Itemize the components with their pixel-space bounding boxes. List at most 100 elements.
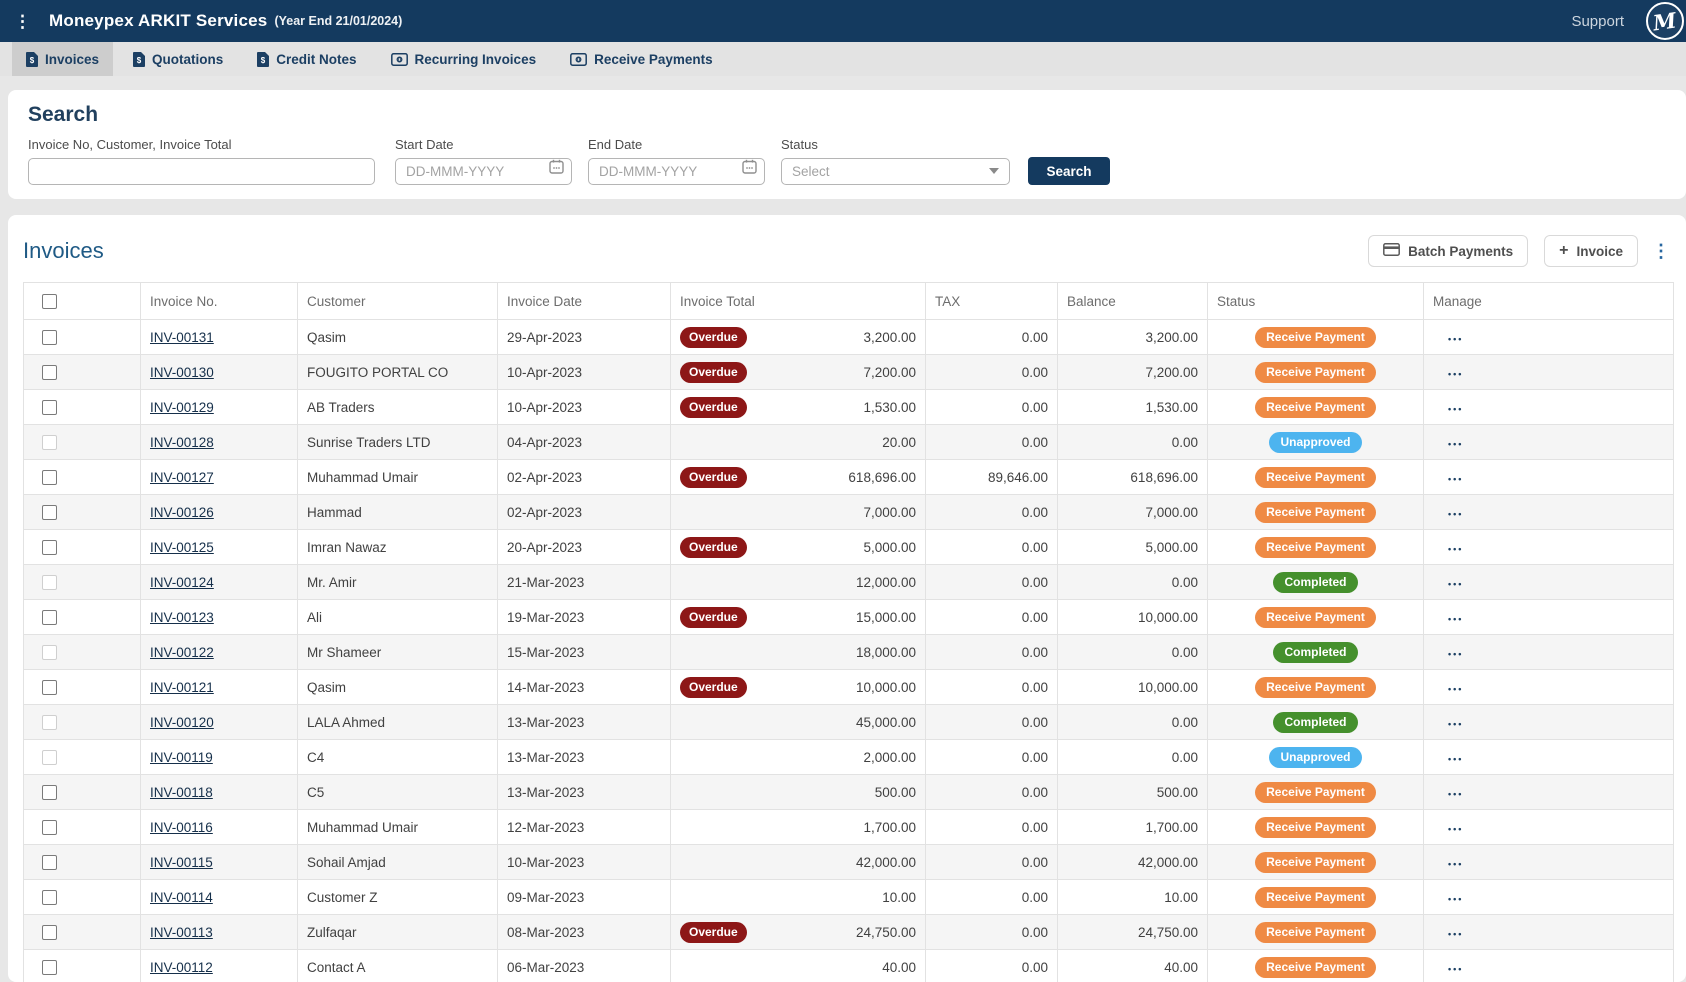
status-badge[interactable]: Receive Payment xyxy=(1255,956,1376,978)
invoice-link[interactable]: INV-00124 xyxy=(150,574,214,590)
tab-receive-payments[interactable]: 0 Receive Payments xyxy=(556,42,727,76)
row-actions-button[interactable]: ••• xyxy=(1448,578,1464,589)
row-checkbox[interactable] xyxy=(42,504,57,520)
row-actions-button[interactable]: ••• xyxy=(1448,893,1464,904)
invoice-link[interactable]: INV-00123 xyxy=(150,609,214,625)
row-checkbox[interactable] xyxy=(42,364,57,380)
table-row: INV-00121 Qasim 14-Mar-2023 Overdue 10,000.0… xyxy=(23,669,1674,705)
status-badge[interactable]: Receive Payment xyxy=(1255,361,1376,383)
status-cell: Receive Payment xyxy=(1207,914,1424,950)
row-actions-button[interactable]: ••• xyxy=(1448,368,1464,379)
status-badge: Completed xyxy=(1273,641,1358,663)
row-actions-button[interactable]: ••• xyxy=(1448,648,1464,659)
invoice-link[interactable]: INV-00113 xyxy=(150,924,213,940)
row-checkbox[interactable] xyxy=(42,329,57,345)
row-checkbox[interactable] xyxy=(42,784,57,800)
row-select-cell xyxy=(23,704,141,740)
row-checkbox[interactable] xyxy=(42,469,57,485)
status-badge[interactable]: Receive Payment xyxy=(1255,851,1376,873)
support-link[interactable]: Support xyxy=(1571,12,1624,30)
row-checkbox xyxy=(42,714,57,730)
invoice-link[interactable]: INV-00122 xyxy=(150,644,214,660)
tab-credit-notes[interactable]: $ Credit Notes xyxy=(243,42,370,76)
invoice-link[interactable]: INV-00127 xyxy=(150,469,214,485)
invoice-link[interactable]: INV-00128 xyxy=(150,434,214,450)
status-badge[interactable]: Receive Payment xyxy=(1255,781,1376,803)
row-checkbox[interactable] xyxy=(42,854,57,870)
tab-quotations[interactable]: $ Quotations xyxy=(119,42,237,76)
row-checkbox[interactable] xyxy=(42,889,57,905)
more-options-kebab-icon[interactable]: ⋮ xyxy=(1652,241,1670,261)
status-badge[interactable]: Receive Payment xyxy=(1255,606,1376,628)
row-checkbox[interactable] xyxy=(42,609,57,625)
invoice-link[interactable]: INV-00119 xyxy=(150,749,213,765)
balance-cell: 3,200.00 xyxy=(1057,319,1208,355)
row-actions-button[interactable]: ••• xyxy=(1448,543,1464,554)
row-actions-button[interactable]: ••• xyxy=(1448,613,1464,624)
search-keyword-input[interactable] xyxy=(28,158,375,185)
banknote-icon: 0 xyxy=(390,52,408,66)
invoice-link[interactable]: INV-00121 xyxy=(150,679,214,695)
status-filter-select[interactable]: Select xyxy=(781,158,1010,185)
row-actions-button[interactable]: ••• xyxy=(1448,928,1464,939)
status-badge[interactable]: Receive Payment xyxy=(1255,396,1376,418)
status-badge[interactable]: Receive Payment xyxy=(1255,921,1376,943)
row-actions-button[interactable]: ••• xyxy=(1448,473,1464,484)
start-date-input[interactable] xyxy=(395,158,572,185)
status-badge[interactable]: Receive Payment xyxy=(1255,886,1376,908)
row-actions-button[interactable]: ••• xyxy=(1448,963,1464,974)
column-header: Status xyxy=(1207,282,1424,320)
app-menu-kebab-icon[interactable]: ⋮ xyxy=(14,11,31,31)
invoice-link[interactable]: INV-00112 xyxy=(150,959,213,975)
invoice-link[interactable]: INV-00118 xyxy=(150,784,213,800)
end-date-input[interactable] xyxy=(588,158,765,185)
row-checkbox[interactable] xyxy=(42,924,57,940)
new-invoice-button[interactable]: + Invoice xyxy=(1544,235,1638,267)
row-actions-button[interactable]: ••• xyxy=(1448,753,1464,764)
invoice-link[interactable]: INV-00120 xyxy=(150,714,214,730)
status-badge[interactable]: Receive Payment xyxy=(1255,326,1376,348)
invoice-link[interactable]: INV-00114 xyxy=(150,889,213,905)
status-badge[interactable]: Receive Payment xyxy=(1255,466,1376,488)
tab-recurring-invoices[interactable]: 0 Recurring Invoices xyxy=(377,42,551,76)
row-checkbox[interactable] xyxy=(42,399,57,415)
invoice-link[interactable]: INV-00125 xyxy=(150,539,214,555)
tab-invoices[interactable]: $ Invoices xyxy=(12,42,114,76)
brand-logo[interactable]: M xyxy=(1646,2,1684,40)
row-select-cell xyxy=(23,634,141,670)
customer-cell: C4 xyxy=(297,739,498,775)
row-checkbox[interactable] xyxy=(42,819,57,835)
row-actions-button[interactable]: ••• xyxy=(1448,858,1464,869)
row-checkbox[interactable] xyxy=(42,679,57,695)
customer-cell: Contact A xyxy=(297,949,498,982)
row-checkbox[interactable] xyxy=(42,959,57,975)
row-actions-button[interactable]: ••• xyxy=(1448,823,1464,834)
invoice-link[interactable]: INV-00126 xyxy=(150,504,214,520)
status-badge[interactable]: Receive Payment xyxy=(1255,536,1376,558)
status-badge[interactable]: Receive Payment xyxy=(1255,816,1376,838)
invoice-total-value: 15,000.00 xyxy=(855,609,916,625)
select-all-checkbox[interactable] xyxy=(42,293,57,309)
invoice-total-value: 24,750.00 xyxy=(855,924,916,940)
invoice-link[interactable]: INV-00131 xyxy=(150,329,214,345)
invoice-link[interactable]: INV-00116 xyxy=(150,819,213,835)
invoice-link[interactable]: INV-00129 xyxy=(150,399,214,415)
row-actions-button[interactable]: ••• xyxy=(1448,333,1464,344)
status-badge[interactable]: Receive Payment xyxy=(1255,676,1376,698)
row-actions-button[interactable]: ••• xyxy=(1448,788,1464,799)
row-actions-button[interactable]: ••• xyxy=(1448,403,1464,414)
invoice-link[interactable]: INV-00115 xyxy=(150,854,213,870)
tax-cell: 0.00 xyxy=(925,494,1058,530)
invoice-total-cell: Overdue 5,000.00 xyxy=(670,529,926,565)
row-actions-button[interactable]: ••• xyxy=(1448,438,1464,449)
row-actions-button[interactable]: ••• xyxy=(1448,718,1464,729)
status-cell: Completed xyxy=(1207,634,1424,670)
invoice-link[interactable]: INV-00130 xyxy=(150,364,214,380)
search-button[interactable]: Search xyxy=(1028,157,1110,185)
status-badge[interactable]: Receive Payment xyxy=(1255,501,1376,523)
row-checkbox[interactable] xyxy=(42,539,57,555)
batch-payments-button[interactable]: Batch Payments xyxy=(1368,235,1529,267)
row-actions-button[interactable]: ••• xyxy=(1448,683,1464,694)
row-actions-button[interactable]: ••• xyxy=(1448,508,1464,519)
status-filter-label: Status xyxy=(781,137,818,152)
